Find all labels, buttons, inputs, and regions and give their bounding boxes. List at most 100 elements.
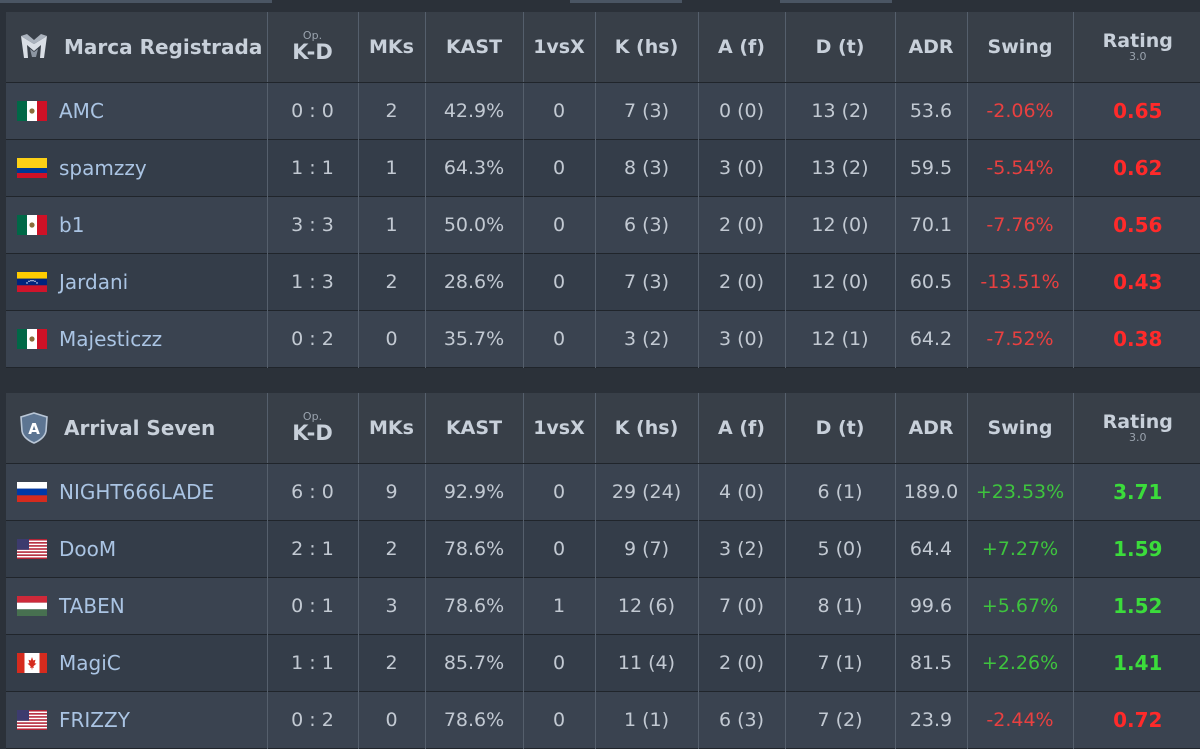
swing-value: -13.51% [967,253,1073,310]
clutch-value: 0 [523,463,595,520]
rating-value: 1.41 [1073,634,1200,691]
player-cell: TABEN [6,577,267,634]
mks-value: 2 [358,82,425,139]
player-name-link[interactable]: AMC [59,99,104,123]
col-header-assists[interactable]: A (f) [698,393,785,463]
player-name-link[interactable]: NIGHT666LADE [59,480,214,504]
col-header-opening-kd[interactable]: Op.K-D [267,393,358,463]
swing-value: -5.54% [967,139,1073,196]
player-name-link[interactable]: Jardani [59,270,128,294]
kast-value: 64.3% [425,139,523,196]
kast-value: 78.6% [425,520,523,577]
team-header[interactable]: A Arrival Seven [6,393,267,463]
col-header-swing[interactable]: Swing [967,393,1073,463]
clutch-value: 0 [523,310,595,367]
col-header-swing[interactable]: Swing [967,12,1073,82]
kills-value: 7 (3) [595,82,698,139]
player-name-link[interactable]: Majesticzz [59,327,162,351]
col-header-deaths[interactable]: D (t) [785,12,895,82]
clutch-value: 0 [523,82,595,139]
opening-kd-value: 1 : 3 [267,253,358,310]
col-header-kast[interactable]: KAST [425,393,523,463]
col-header-adr[interactable]: ADR [895,12,967,82]
assists-value: 3 (0) [698,139,785,196]
adr-value: 64.2 [895,310,967,367]
mexico-flag-icon [16,101,48,121]
player-name-link[interactable]: FRIZZY [59,708,130,732]
clutch-value: 0 [523,253,595,310]
mks-value: 2 [358,634,425,691]
player-name-link[interactable]: b1 [59,213,84,237]
player-cell: FRIZZY [6,691,267,748]
kills-value: 12 (6) [595,577,698,634]
swing-value: +7.27% [967,520,1073,577]
col-header-kills[interactable]: K (hs) [595,12,698,82]
rating-value: 1.52 [1073,577,1200,634]
kills-value: 11 (4) [595,634,698,691]
team-name[interactable]: Arrival Seven [64,416,215,440]
player-cell: b1 [6,196,267,253]
col-header-kd-label: K-D [268,422,358,444]
opening-kd-value: 2 : 1 [267,520,358,577]
clutch-value: 0 [523,634,595,691]
rating-value: 0.65 [1073,82,1200,139]
rating-value: 3.71 [1073,463,1200,520]
player-name-link[interactable]: TABEN [59,594,125,618]
mks-value: 3 [358,577,425,634]
opening-kd-value: 0 : 2 [267,691,358,748]
opening-kd-value: 1 : 1 [267,139,358,196]
col-header-rating-label: Rating [1074,412,1200,432]
col-header-kills[interactable]: K (hs) [595,393,698,463]
col-header-kast[interactable]: KAST [425,12,523,82]
kills-value: 6 (3) [595,196,698,253]
deaths-value: 7 (1) [785,634,895,691]
col-header-1vsx[interactable]: 1vsX [523,12,595,82]
clutch-value: 0 [523,520,595,577]
clutch-value: 1 [523,577,595,634]
col-header-opening-kd[interactable]: Op.K-D [267,12,358,82]
deaths-value: 5 (0) [785,520,895,577]
mks-value: 1 [358,139,425,196]
col-header-adr[interactable]: ADR [895,393,967,463]
kills-value: 3 (2) [595,310,698,367]
arrival-seven-shield-logo-icon: A [18,412,50,444]
opening-kd-value: 0 : 1 [267,577,358,634]
player-name-link[interactable]: MagiC [59,651,121,675]
player-cell: spamzzy [6,139,267,196]
col-header-1vsx[interactable]: 1vsX [523,393,595,463]
rating-value: 0.56 [1073,196,1200,253]
assists-value: 3 (0) [698,310,785,367]
team-name[interactable]: Marca Registrada [64,35,262,59]
rating-value: 0.38 [1073,310,1200,367]
col-header-mks[interactable]: MKs [358,393,425,463]
mks-value: 1 [358,196,425,253]
kast-value: 28.6% [425,253,523,310]
player-cell: MagiC [6,634,267,691]
canada-flag-icon [16,653,48,673]
kills-value: 7 (3) [595,253,698,310]
col-header-mks[interactable]: MKs [358,12,425,82]
adr-value: 59.5 [895,139,967,196]
assists-value: 2 (0) [698,196,785,253]
adr-value: 81.5 [895,634,967,691]
team-header[interactable]: Marca Registrada [6,12,267,82]
kills-value: 1 (1) [595,691,698,748]
col-header-assists[interactable]: A (f) [698,12,785,82]
kills-value: 29 (24) [595,463,698,520]
deaths-value: 13 (2) [785,139,895,196]
player-name-link[interactable]: spamzzy [59,156,147,180]
russia-flag-icon [16,482,48,502]
deaths-value: 12 (1) [785,310,895,367]
player-name-link[interactable]: DooM [59,537,116,561]
deaths-value: 7 (2) [785,691,895,748]
mexico-flag-icon [16,215,48,235]
clutch-value: 0 [523,139,595,196]
col-header-deaths[interactable]: D (t) [785,393,895,463]
kast-value: 92.9% [425,463,523,520]
